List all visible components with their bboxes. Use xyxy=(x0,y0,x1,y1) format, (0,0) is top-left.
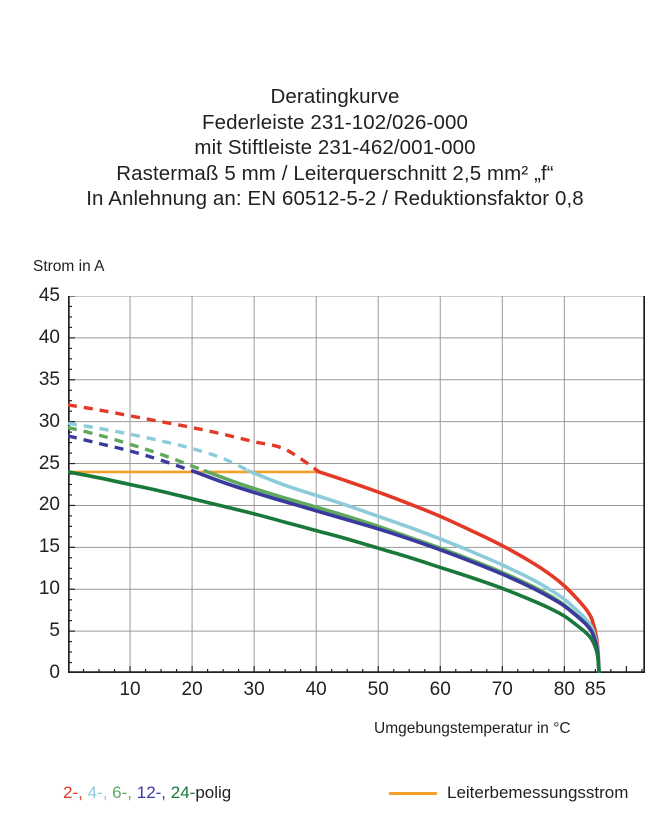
legend-poles: 2-, 4-, 6-, 12-, 24-polig xyxy=(63,783,231,803)
x-tick-label: 30 xyxy=(243,679,265,700)
x-tick-label: 60 xyxy=(429,679,451,700)
x-tick-label: 20 xyxy=(181,679,203,700)
series-4-polig xyxy=(68,421,601,673)
series-2-polig xyxy=(68,403,601,673)
curve-solid-24-polig xyxy=(68,470,601,673)
curve-solid-12-polig xyxy=(190,469,601,673)
curve-dashed-12-polig xyxy=(68,434,196,474)
series-24-polig xyxy=(68,470,601,673)
x-tick-label: 80 xyxy=(553,679,575,700)
x-tick-label: 50 xyxy=(367,679,389,700)
y-tick-label: 45 xyxy=(38,285,60,306)
y-tick-label: 40 xyxy=(38,326,60,348)
rated-current-label: Leiterbemessungsstrom xyxy=(447,783,629,802)
y-tick-label: 5 xyxy=(49,620,60,642)
curve-dashed-6-polig xyxy=(68,425,209,474)
y-tick-label: 15 xyxy=(38,536,60,558)
x-tick-label: 10 xyxy=(119,679,141,700)
y-tick-label: 30 xyxy=(38,410,60,432)
legend-part-4: 24- xyxy=(170,783,196,802)
legend-part-2: 6-, xyxy=(112,783,132,802)
legend-part-3: 12-, xyxy=(136,783,167,802)
series-6-polig xyxy=(68,425,601,673)
legend-part-1: 4-, xyxy=(87,783,108,802)
curve-dashed-4-polig xyxy=(68,421,252,474)
title-line-5: In Anlehnung an: EN 60512-5-2 / Reduktio… xyxy=(86,187,584,210)
title-line-3: mit Stiftleiste 231-462/001-000 xyxy=(194,136,476,159)
x-tick-label: 70 xyxy=(491,679,513,700)
legend-part-0: 2-, xyxy=(63,783,83,802)
chart-svg xyxy=(68,296,645,673)
x-tick-label: 40 xyxy=(305,679,327,700)
series-12-polig xyxy=(68,434,601,673)
x-tick-label: 85 xyxy=(584,679,606,700)
title-line-4: Rastermaß 5 mm / Leiterquerschnitt 2,5 m… xyxy=(116,161,554,185)
rated-current-swatch xyxy=(389,791,437,795)
y-tick-label: 0 xyxy=(49,662,60,683)
x-axis-label: Umgebungstemperatur in °C xyxy=(374,720,571,737)
legend-part-5: polig xyxy=(195,783,232,802)
curve-dashed-2-polig xyxy=(68,403,321,474)
y-tick-label: 10 xyxy=(38,578,60,600)
legend-rated-current: Leiterbemessungsstrom xyxy=(389,783,628,803)
curve-solid-4-polig xyxy=(246,469,601,673)
curve-solid-2-polig xyxy=(315,469,601,673)
title-line-1: Deratingkurve xyxy=(270,85,400,108)
y-tick-label: 20 xyxy=(38,494,60,516)
y-axis-label: Strom in A xyxy=(33,258,105,275)
chart-title-block: Deratingkurve Federleiste 231-102/026-00… xyxy=(0,84,670,212)
title-line-2: Federleiste 231-102/026-000 xyxy=(202,110,468,134)
y-tick-label: 25 xyxy=(38,452,60,474)
y-tick-label: 35 xyxy=(38,368,60,390)
plot-area xyxy=(68,296,645,673)
